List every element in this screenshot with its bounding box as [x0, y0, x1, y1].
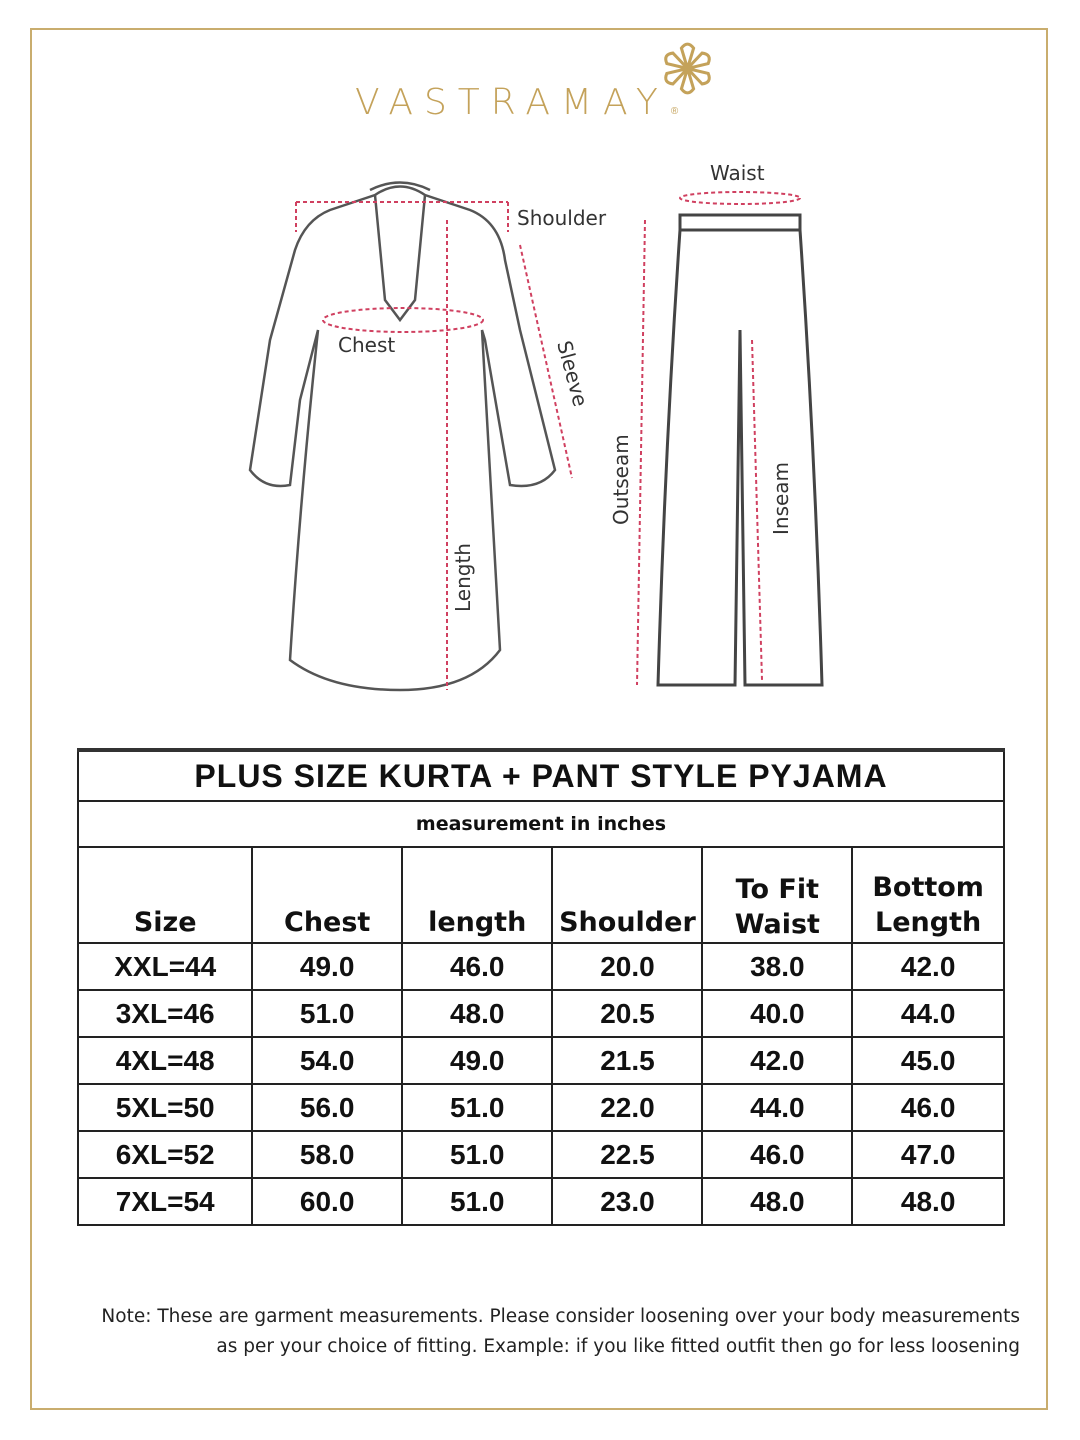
table-cell: 56.0	[251, 1083, 403, 1132]
table-cell: 22.0	[551, 1083, 704, 1132]
table-cell: 22.5	[551, 1130, 704, 1179]
table-row: 4XL=48 54.0 49.0 21.5 42.0 45.0	[76, 1036, 1005, 1085]
table-cell: 49.0	[400, 1036, 554, 1085]
note-line-2: as per your choice of fitting. Example: …	[216, 1336, 1020, 1357]
kurta-drawing	[248, 181, 557, 692]
header-length: length	[400, 846, 554, 944]
table-cell: 20.0	[551, 942, 704, 991]
table-cell: 54.0	[251, 1036, 403, 1085]
table-cell: 45.0	[851, 1036, 1005, 1085]
table-cell: 46.0	[851, 1083, 1005, 1132]
size-chart-table: PLUS SIZE KURTA + PANT STYLE PYJAMA meas…	[76, 748, 1005, 1226]
table-cell: 48.0	[851, 1177, 1005, 1226]
table-cell: 48.0	[400, 989, 554, 1038]
page-frame	[30, 28, 1048, 1410]
pyjama-measure-lines	[636, 191, 801, 686]
brand-name: VASTRAMAY	[355, 82, 669, 123]
header-shoulder: Shoulder	[551, 846, 704, 944]
table-cell: 3XL=46	[76, 989, 254, 1038]
table-cell: 21.5	[551, 1036, 704, 1085]
label-sleeve: Sleeve	[552, 338, 593, 409]
table-cell: 44.0	[701, 1083, 854, 1132]
table-header-row: Size Chest length Shoulder To Fit Waist …	[76, 846, 1005, 944]
header-to-fit-waist: To Fit Waist	[701, 846, 854, 944]
table-cell: 23.0	[551, 1177, 704, 1226]
table-cell: 47.0	[851, 1130, 1005, 1179]
table-title: PLUS SIZE KURTA + PANT STYLE PYJAMA	[77, 749, 1005, 802]
table-row: 7XL=54 60.0 51.0 23.0 48.0 48.0	[76, 1177, 1005, 1226]
label-outseam: Outseam	[609, 434, 633, 525]
table-cell: 51.0	[400, 1130, 554, 1179]
table-cell: 6XL=52	[76, 1130, 254, 1179]
table-cell: 38.0	[701, 942, 854, 991]
note-text: Note: These are garment measurements. Pl…	[20, 1302, 1020, 1362]
table-subtitle: measurement in inches	[77, 800, 1005, 848]
garment-diagram: Shoulder Chest Sleeve Length Waist Outse…	[248, 161, 824, 692]
table-cell: 42.0	[851, 942, 1005, 991]
table-cell: 58.0	[251, 1130, 403, 1179]
table-cell: 51.0	[400, 1177, 554, 1226]
table-cell: XXL=44	[76, 942, 254, 991]
table-cell: 44.0	[851, 989, 1005, 1038]
table-cell: 40.0	[701, 989, 854, 1038]
table-row: 6XL=52 58.0 51.0 22.5 46.0 47.0	[76, 1130, 1005, 1179]
table-cell: 60.0	[251, 1177, 403, 1226]
table-cell: 48.0	[701, 1177, 854, 1226]
table-cell: 20.5	[551, 989, 704, 1038]
table-row: 3XL=46 51.0 48.0 20.5 40.0 44.0	[76, 989, 1005, 1038]
table-cell: 4XL=48	[76, 1036, 254, 1085]
table-row: XXL=44 49.0 46.0 20.0 38.0 42.0	[76, 942, 1005, 991]
pyjama-drawing	[656, 213, 824, 687]
header-bottom-length: Bottom Length	[851, 846, 1005, 944]
brand-logo-icon	[661, 42, 714, 95]
note-line-1: Note: These are garment measurements. Pl…	[101, 1306, 1020, 1327]
header-size: Size	[76, 846, 254, 944]
table-cell: 5XL=50	[76, 1083, 254, 1132]
label-chest: Chest	[338, 333, 395, 357]
brand-wordmark: VASTRAMAY ®	[355, 82, 678, 123]
header-chest: Chest	[251, 846, 403, 944]
table-cell: 49.0	[251, 942, 403, 991]
label-inseam: Inseam	[769, 462, 793, 535]
label-length: Length	[451, 543, 475, 612]
label-waist: Waist	[710, 161, 765, 185]
kurta-measure-lines	[295, 201, 573, 690]
table-row: 5XL=50 56.0 51.0 22.0 44.0 46.0	[76, 1083, 1005, 1132]
table-cell: 46.0	[400, 942, 554, 991]
table-cell: 51.0	[400, 1083, 554, 1132]
table-cell: 42.0	[701, 1036, 854, 1085]
registered-mark: ®	[670, 106, 679, 117]
label-shoulder: Shoulder	[517, 206, 607, 230]
table-cell: 46.0	[701, 1130, 854, 1179]
table-cell: 7XL=54	[76, 1177, 254, 1226]
table-cell: 51.0	[251, 989, 403, 1038]
